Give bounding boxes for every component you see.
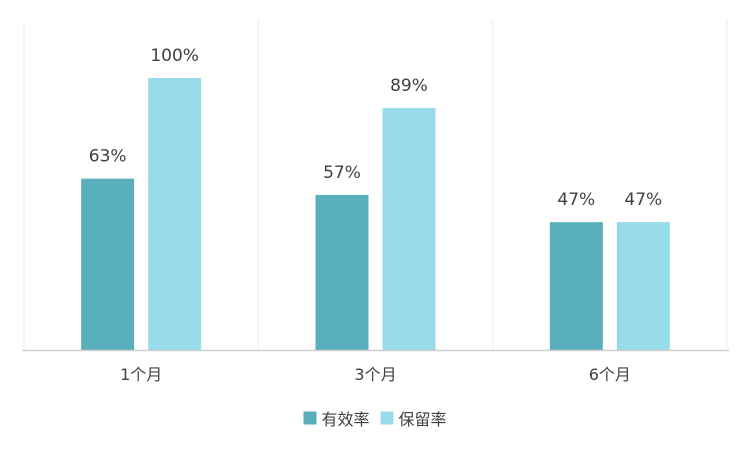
legend-swatch bbox=[380, 411, 394, 425]
bar-series2-1 bbox=[148, 78, 202, 350]
x-tick-label: 6个月 bbox=[589, 365, 631, 384]
value-label: 47% bbox=[557, 190, 595, 210]
value-label: 89% bbox=[390, 76, 428, 96]
x-tick-label: 3个月 bbox=[354, 365, 396, 384]
value-label: 47% bbox=[624, 190, 662, 210]
bars-layer bbox=[81, 78, 670, 350]
category-separators bbox=[23, 20, 728, 350]
legend-label: 有效率 bbox=[322, 410, 370, 429]
x-tick-labels: 1个月 3个月 6个月 bbox=[120, 365, 631, 384]
x-tick-label: 1个月 bbox=[120, 365, 162, 384]
value-label: 57% bbox=[323, 163, 361, 183]
value-labels-layer: 63% 100% 57% 89% 47% 47% bbox=[89, 46, 662, 210]
bar-series1-2 bbox=[315, 194, 369, 350]
bar-series2-2 bbox=[382, 107, 436, 350]
value-label: 63% bbox=[89, 147, 127, 167]
bar-series1-1 bbox=[81, 178, 135, 350]
legend: 有效率 保留率 bbox=[303, 410, 447, 429]
legend-swatch bbox=[303, 411, 317, 425]
value-label: 100% bbox=[150, 46, 199, 66]
legend-label: 保留率 bbox=[399, 410, 447, 429]
bar-series2-3 bbox=[616, 222, 670, 350]
bar-series1-3 bbox=[549, 222, 603, 350]
